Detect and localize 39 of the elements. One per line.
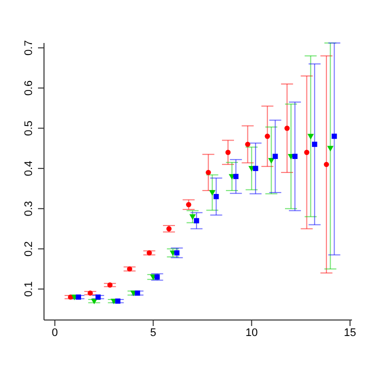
point: [245, 142, 250, 147]
point: [284, 126, 290, 131]
point: [327, 146, 334, 152]
x-tick-label: 15: [344, 326, 356, 339]
y-tick-label: 0.3: [23, 200, 35, 216]
y-tick-label: 0.5: [23, 120, 35, 136]
y-tick-label: 0.7: [23, 40, 35, 56]
point: [189, 214, 196, 220]
y-tick-label: 0.2: [23, 241, 35, 256]
point: [307, 134, 314, 140]
point: [332, 134, 337, 139]
point: [194, 218, 200, 224]
point: [233, 174, 238, 180]
point: [134, 290, 140, 296]
x-tick-label: 5: [150, 326, 156, 339]
y-tick-label: 0.4: [23, 160, 35, 176]
x-tick-label: 0: [52, 326, 58, 339]
x-tick-label: 10: [246, 326, 258, 339]
y-tick-label: 0.1: [23, 281, 35, 297]
point: [76, 294, 82, 300]
point: [272, 154, 278, 159]
point: [268, 158, 275, 164]
point: [206, 170, 211, 176]
point: [324, 162, 330, 168]
point: [264, 134, 270, 139]
point: [90, 298, 98, 304]
y-tick-label: 0.6: [23, 80, 35, 96]
point: [214, 194, 219, 200]
point: [209, 190, 216, 196]
point: [107, 282, 113, 288]
point: [166, 226, 172, 232]
point: [292, 154, 298, 159]
point: [225, 150, 231, 155]
point: [252, 166, 258, 172]
point: [68, 294, 74, 300]
point: [304, 150, 310, 155]
point: [186, 202, 192, 208]
point: [174, 250, 180, 256]
point: [312, 142, 318, 147]
